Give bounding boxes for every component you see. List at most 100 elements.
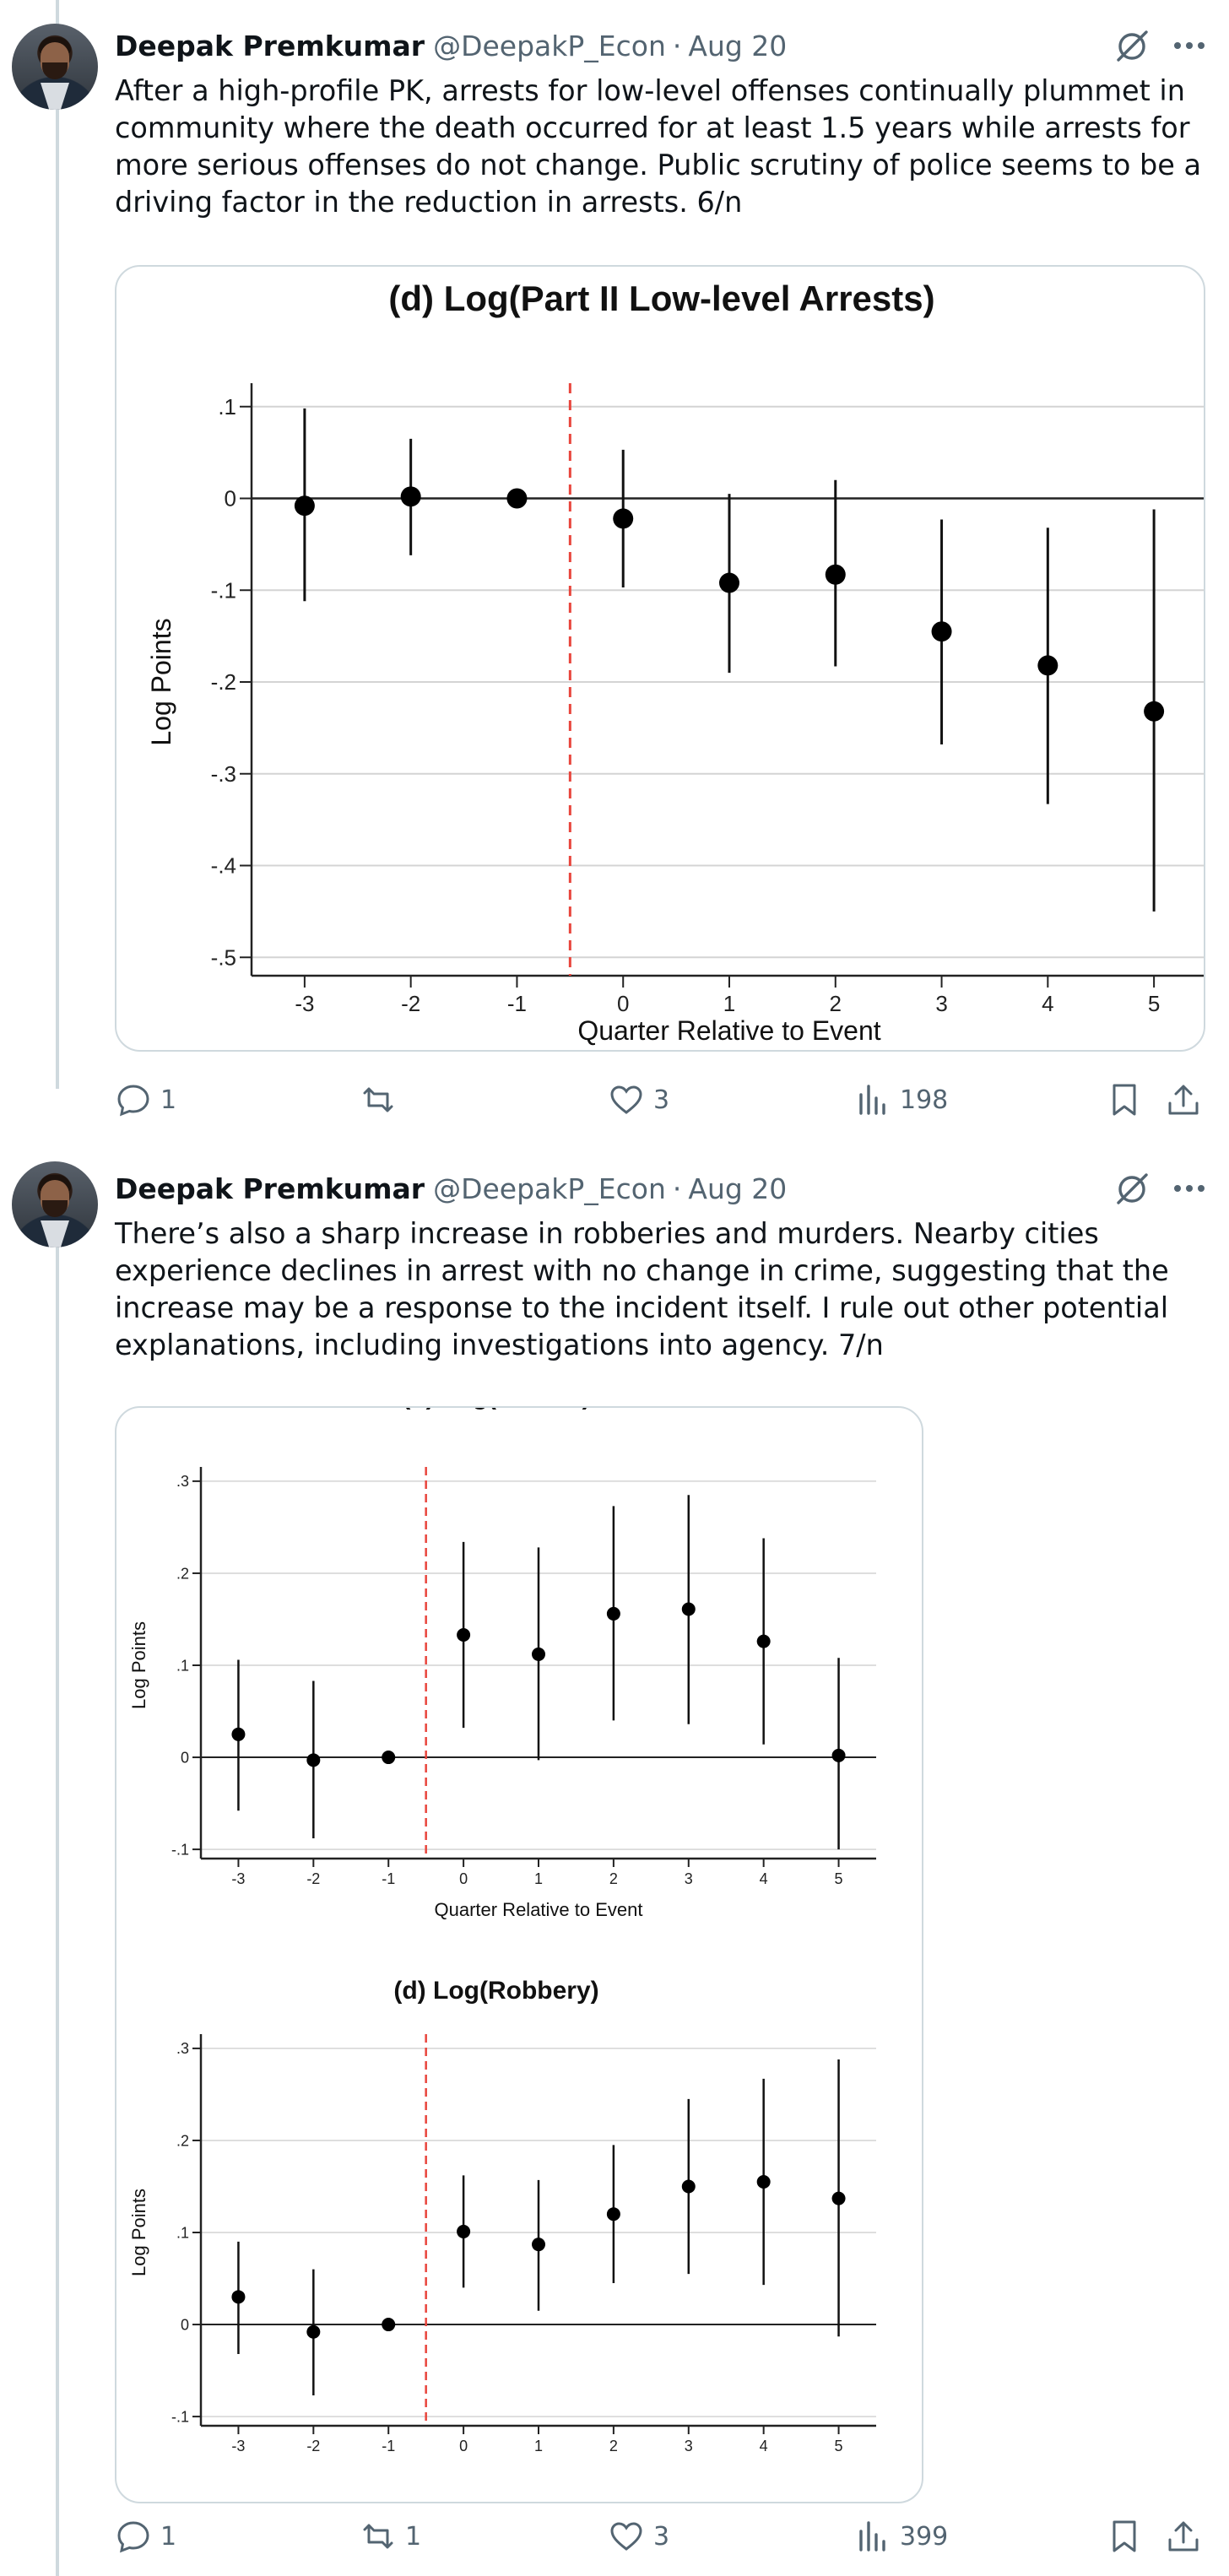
y-tick-label: -.1 — [211, 577, 236, 603]
like-count: 3 — [653, 1085, 670, 1115]
y-tick-label: .2 — [176, 1565, 189, 1582]
data-point — [831, 1748, 846, 1762]
y-axis-label: Log Points — [146, 618, 176, 745]
avatar[interactable] — [12, 24, 98, 110]
data-point — [400, 486, 421, 507]
avatar[interactable] — [12, 1161, 98, 1247]
x-tick-label: 0 — [459, 2438, 468, 2454]
x-tick-label: -2 — [401, 991, 420, 1016]
x-tick-label: 3 — [685, 2438, 693, 2454]
tweet-header: Deepak Premkumar @DeepakP_Econ · Aug 20 — [115, 1170, 787, 1207]
y-tick-label: .1 — [176, 2224, 189, 2241]
data-point — [681, 1602, 696, 1616]
y-tick-label: 0 — [181, 2316, 189, 2333]
chart-low-level-arrests: (d) Log(Part II Low-level Arrests) .1 0 -.1… — [146, 279, 1204, 1046]
data-point — [532, 2238, 545, 2252]
x-tick-label: 1 — [723, 991, 735, 1016]
tweet-actions: 1 1 3 399 — [115, 2515, 1212, 2557]
x-tick-label: 0 — [617, 991, 629, 1016]
x-tick-label: -1 — [382, 2438, 395, 2454]
data-point — [756, 2175, 771, 2189]
tweet-date[interactable]: Aug 20 — [688, 1172, 788, 1205]
data-point — [825, 564, 846, 585]
author-name[interactable]: Deepak Premkumar — [115, 1172, 425, 1205]
x-tick-label: 4 — [1042, 991, 1053, 1016]
data-point — [382, 2318, 396, 2332]
share-button[interactable] — [1165, 2515, 1210, 2557]
tweet[interactable]: Deepak Premkumar @DeepakP_Econ · Aug 20 … — [0, 0, 1229, 1165]
x-tick-label: -3 — [231, 2438, 245, 2454]
like-button[interactable]: 3 — [608, 2515, 669, 2557]
tweet[interactable]: Deepak Premkumar @DeepakP_Econ · Aug 20 … — [0, 1145, 1229, 2576]
like-count: 3 — [653, 2521, 670, 2552]
bookmark-icon — [1113, 1084, 1136, 1116]
x-tick-label: -3 — [295, 991, 314, 1016]
y-tick-label: 0 — [225, 486, 236, 511]
x-tick-label: 2 — [609, 2438, 618, 2454]
repost-button[interactable] — [360, 1079, 405, 1121]
repost-icon — [363, 2524, 393, 2549]
more-icon[interactable] — [1170, 26, 1209, 65]
y-tick-label: .1 — [218, 394, 236, 419]
views-count: 399 — [900, 2521, 949, 2552]
author-name[interactable]: Deepak Premkumar — [115, 29, 425, 62]
heart-icon — [610, 2522, 642, 2551]
tweet-header: Deepak Premkumar @DeepakP_Econ · Aug 20 — [115, 27, 787, 64]
data-point — [231, 1727, 246, 1741]
x-tick-label: 3 — [935, 991, 947, 1016]
tweet-text: There’s also a sharp increase in robberi… — [115, 1217, 1169, 1361]
y-tick-label: -.5 — [211, 944, 236, 970]
x-tick-label: 2 — [609, 1870, 618, 1887]
share-button[interactable] — [1165, 1079, 1210, 1121]
tweet-date[interactable]: Aug 20 — [688, 29, 788, 62]
views-icon — [859, 1085, 885, 1115]
x-axis-label: Quarter Relative to Event — [434, 1899, 642, 1920]
y-tick-label: .1 — [176, 1657, 189, 1674]
x-tick-label: 2 — [830, 991, 842, 1016]
data-point — [613, 508, 634, 529]
data-point — [532, 1647, 545, 1661]
y-tick-label: -.4 — [211, 853, 236, 879]
repost-button[interactable]: 1 — [360, 2515, 421, 2557]
author-handle[interactable]: @DeepakP_Econ — [433, 1172, 666, 1205]
more-icon[interactable] — [1170, 1169, 1209, 1208]
x-tick-label: -1 — [382, 1870, 395, 1887]
chart-title: (b) Log(Murder) — [402, 1408, 590, 1410]
data-point — [719, 572, 739, 593]
data-point — [931, 621, 952, 642]
y-tick-label: 0 — [181, 1749, 189, 1766]
x-tick-label: 5 — [835, 1870, 843, 1887]
bookmark-button[interactable] — [1106, 1079, 1151, 1121]
data-point — [231, 2290, 246, 2304]
grok-icon[interactable] — [1113, 26, 1151, 65]
x-tick-label: 1 — [534, 1870, 543, 1887]
author-handle[interactable]: @DeepakP_Econ — [433, 29, 666, 62]
views-button[interactable]: 198 — [854, 1079, 948, 1121]
x-tick-label: 3 — [685, 1870, 693, 1887]
x-axis-label: Quarter Relative to Event — [577, 1015, 880, 1046]
separator: · — [672, 1172, 682, 1205]
x-tick-label: 4 — [760, 2438, 768, 2454]
x-tick-label: 0 — [459, 1870, 468, 1887]
data-point — [606, 2207, 620, 2222]
x-tick-label: -2 — [306, 1870, 320, 1887]
data-point — [457, 1628, 471, 1642]
y-tick-label: -.3 — [211, 761, 236, 787]
bookmark-button[interactable] — [1106, 2515, 1151, 2557]
x-tick-label: -3 — [231, 1870, 245, 1887]
views-button[interactable]: 399 — [854, 2515, 948, 2557]
tweet-media-image[interactable]: (d) Log(Part II Low-level Arrests) .1 0 -.1… — [115, 265, 1205, 1052]
like-button[interactable]: 3 — [608, 1079, 669, 1121]
x-tick-label: -2 — [306, 2438, 320, 2454]
reply-button[interactable]: 1 — [115, 1079, 176, 1121]
reply-button[interactable]: 1 — [115, 2515, 176, 2557]
y-axis-label: Log Points — [128, 1621, 149, 1709]
separator: · — [672, 29, 682, 62]
y-tick-label: -.2 — [211, 669, 236, 695]
y-tick-label: .3 — [176, 1473, 189, 1490]
chart-murder: (b) Log(Murder) .3 .2 .1 0 -.1 -3 -2 -1 0 1 2 3 4 5 Qua… — [128, 1408, 876, 1920]
thread-line — [56, 1246, 59, 2576]
repost-icon — [363, 1087, 393, 1112]
tweet-media-image[interactable]: (b) Log(Murder) .3 .2 .1 0 -.1 -3 -2 -1 0 1 2 3 4 5 Qua… — [115, 1406, 923, 2503]
grok-icon[interactable] — [1113, 1169, 1151, 1208]
